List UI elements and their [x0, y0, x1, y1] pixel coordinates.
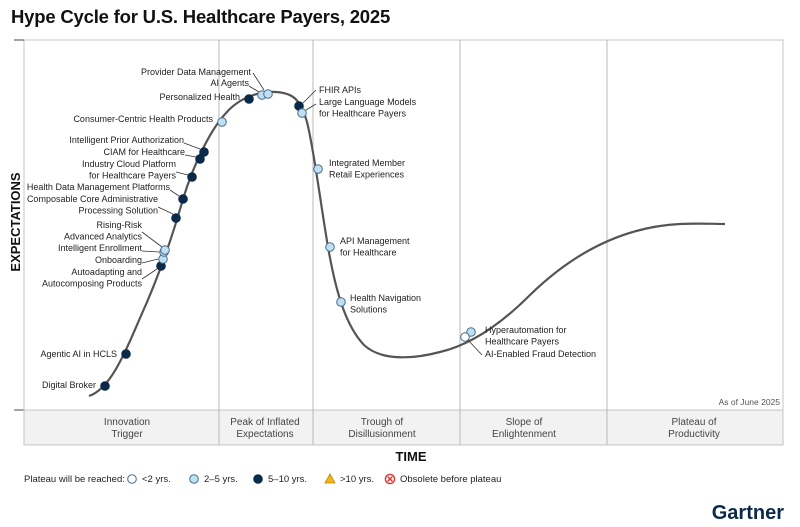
legend-label-obsolete: Obsolete before plateau	[400, 474, 501, 485]
as-of-date: As of June 2025	[719, 397, 781, 407]
label-personalized-health: Personalized Health	[159, 92, 240, 102]
label-ai-agents: AI Agents	[210, 78, 249, 88]
marker-api-management-for-healthcare	[325, 242, 335, 252]
marker-integrated-member-retail-experiences	[313, 164, 323, 174]
connector-provider-data-management	[252, 72, 265, 91]
marker-ai-enabled-fraud-detection	[460, 332, 470, 342]
gartner-logo: Gartner	[712, 502, 784, 524]
technology-markers	[100, 89, 476, 391]
label-industry-cloud-platform-for-healthcare-payers: Industry Cloud Platform for Healthcare Pa…	[82, 159, 177, 181]
connector-large-language-models-for-healthcare-payers	[305, 103, 317, 111]
phase-labels: Innovation Trigger Peak of Inflated Expecta…	[104, 417, 720, 440]
marker-health-navigation-solutions	[336, 297, 346, 307]
label-fhir-apis: FHIR APIs	[319, 85, 362, 95]
connector-health-data-management-platforms	[169, 189, 180, 197]
label-provider-data-management: Provider Data Management	[141, 67, 252, 77]
marker-intelligent-prior-authorization	[199, 147, 209, 157]
legend-symbol-5to10	[253, 474, 263, 484]
connector-ai-enabled-fraud-detection	[467, 339, 483, 356]
marker-personalized-health	[244, 94, 254, 104]
label-health-data-management-platforms: Health Data Management Platforms	[27, 182, 171, 192]
legend-label-lt2: <2 yrs.	[142, 474, 171, 485]
legend-label-gt10: >10 yrs.	[340, 474, 374, 485]
connector-ciam-for-healthcare	[184, 154, 197, 158]
phase-label-trough-of-disillusionment: Trough of Disillusionment	[348, 417, 415, 440]
label-consumer-centric-health-products: Consumer-Centric Health Products	[73, 114, 213, 124]
marker-digital-broker	[100, 381, 110, 391]
label-agentic-ai-in-hcls: Agentic AI in HCLS	[40, 349, 117, 359]
label-autoadapting-and-autocomposing-products: Autoadapting and Autocomposing Products	[42, 267, 143, 289]
connector-intelligent-enrollment	[141, 250, 160, 253]
label-ai-enabled-fraud-detection: AI-Enabled Fraud Detection	[485, 349, 596, 359]
plot-frame	[23, 39, 784, 411]
connector-ai-agents	[248, 85, 260, 93]
technology-labels: Digital Broker Agentic AI in HCLS Autoadap…	[27, 67, 596, 390]
connector-rising-risk-advanced-analytics	[141, 231, 163, 248]
label-rising-risk-advanced-analytics: Rising-Risk Advanced Analytics	[64, 220, 143, 242]
y-axis-title: EXPECTATIONS	[8, 172, 23, 272]
x-axis-title: TIME	[395, 449, 426, 464]
phase-dividers	[218, 40, 608, 445]
page-title: Hype Cycle for U.S. Healthcare Payers, 2…	[11, 6, 391, 27]
legend-symbol-gt10	[324, 473, 336, 484]
phase-label-slope-of-enlightenment: Slope of Enlightenment	[492, 417, 556, 440]
label-large-language-models-for-healthcare-payers: Large Language Models for Healthcare Paye…	[319, 97, 417, 119]
connector-fhir-apis	[302, 89, 317, 104]
label-intelligent-prior-authorization: Intelligent Prior Authorization	[69, 135, 184, 145]
legend-symbol-2to5	[189, 474, 199, 484]
marker-agentic-ai-in-hcls	[121, 349, 131, 359]
connector-intelligent-prior-authorization	[183, 142, 201, 150]
brand-wordmark: Gartner	[712, 502, 784, 524]
legend-prefix: Plateau will be reached:	[24, 474, 125, 485]
label-hyperautomation-for-healthcare-payers: Hyperautomation for Healthcare Payers	[485, 325, 567, 347]
connector-composable-core-administrative-processing-solution	[157, 206, 174, 215]
label-connectors	[141, 72, 483, 356]
marker-provider-data-management	[263, 89, 273, 99]
label-ciam-for-healthcare: CIAM for Healthcare	[103, 147, 185, 157]
marker-ciam-for-healthcare	[195, 154, 205, 164]
legend-label-5to10: 5–10 yrs.	[268, 474, 307, 485]
label-api-management-for-healthcare: API Management for Healthcare	[340, 236, 410, 258]
marker-consumer-centric-health-products	[217, 117, 227, 127]
connector-autoadapting-and-autocomposing-products	[141, 268, 158, 280]
phase-label-innovation-trigger: Innovation Trigger	[104, 417, 150, 440]
phase-band	[23, 409, 784, 446]
connector-onboarding	[141, 258, 159, 264]
phase-label-plateau-of-productivity: Plateau of Productivity	[668, 417, 720, 440]
legend-label-2to5: 2–5 yrs.	[204, 474, 238, 485]
legend: Plateau will be reached: <2 yrs. 2–5 yrs.…	[24, 473, 501, 485]
legend-symbol-x-mark	[387, 476, 393, 482]
marker-health-data-management-platforms	[178, 194, 188, 204]
label-onboarding: Onboarding	[95, 255, 142, 265]
marker-composable-core-administrative-processing-solution	[171, 213, 181, 223]
marker-large-language-models-for-healthcare-payers	[297, 108, 307, 118]
hype-curve	[88, 90, 726, 398]
label-health-navigation-solutions: Health Navigation Solutions	[350, 293, 421, 315]
connector-industry-cloud-platform-for-healthcare-payers	[175, 171, 189, 176]
label-digital-broker: Digital Broker	[42, 380, 96, 390]
label-composable-core-administrative-processing-solution: Composable Core Administrative Processing…	[27, 194, 158, 216]
label-integrated-member-retail-experiences: Integrated Member Retail Experiences	[329, 158, 405, 180]
marker-industry-cloud-platform-for-healthcare-payers	[187, 172, 197, 182]
label-intelligent-enrollment: Intelligent Enrollment	[58, 243, 143, 253]
legend-symbol-lt2	[127, 474, 137, 484]
phase-label-peak-of-inflated-expectations: Peak of Inflated Expectations	[230, 417, 300, 440]
marker-rising-risk-advanced-analytics	[160, 245, 170, 255]
